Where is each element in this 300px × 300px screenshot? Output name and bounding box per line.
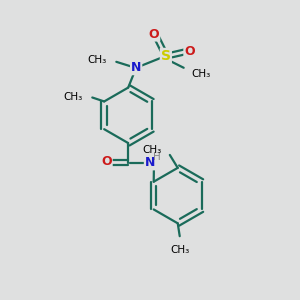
Text: CH₃: CH₃: [63, 92, 83, 101]
Text: S: S: [161, 49, 171, 63]
Text: CH₃: CH₃: [170, 245, 189, 255]
Text: CH₃: CH₃: [87, 55, 106, 65]
Text: H: H: [153, 152, 161, 162]
Text: N: N: [131, 61, 141, 74]
Text: O: O: [101, 155, 112, 168]
Text: N: N: [145, 156, 155, 170]
Text: CH₃: CH₃: [192, 69, 211, 79]
Text: O: O: [184, 45, 195, 58]
Text: CH₃: CH₃: [142, 145, 162, 155]
Text: O: O: [149, 28, 159, 40]
